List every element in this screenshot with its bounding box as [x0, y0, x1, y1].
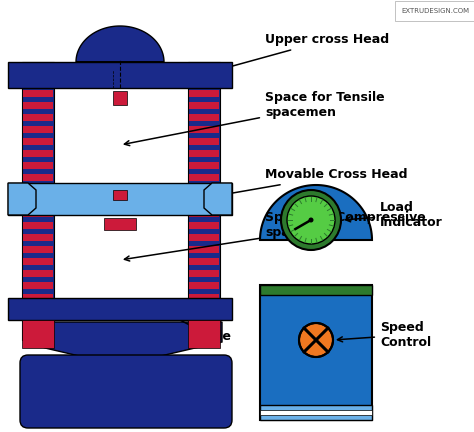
Bar: [189, 210, 219, 217]
Bar: [8, 298, 232, 320]
Bar: [189, 174, 219, 181]
Bar: [113, 91, 127, 105]
Bar: [189, 234, 219, 241]
Bar: [23, 186, 53, 193]
Text: Load
Indicator: Load Indicator: [346, 201, 443, 229]
Bar: [189, 138, 219, 145]
Bar: [189, 306, 219, 313]
Text: Speed
Control: Speed Control: [337, 321, 431, 349]
Polygon shape: [8, 183, 36, 215]
Circle shape: [287, 196, 335, 244]
Text: Space for Tensile
spacemen: Space for Tensile spacemen: [124, 91, 384, 146]
Bar: [260, 405, 372, 420]
Bar: [23, 90, 53, 97]
Bar: [22, 320, 54, 348]
Text: Table: Table: [164, 312, 232, 343]
Bar: [23, 198, 53, 205]
Text: Movable Cross Head: Movable Cross Head: [209, 168, 408, 199]
Polygon shape: [260, 185, 372, 240]
Bar: [189, 318, 219, 325]
Text: Space for Compressive
spacemen: Space for Compressive spacemen: [125, 211, 426, 261]
Bar: [23, 162, 53, 169]
Circle shape: [281, 190, 341, 250]
Bar: [260, 285, 372, 295]
Bar: [188, 62, 220, 340]
Bar: [189, 258, 219, 265]
Bar: [189, 78, 219, 85]
Polygon shape: [30, 322, 222, 363]
FancyBboxPatch shape: [20, 355, 232, 428]
Bar: [189, 198, 219, 205]
Bar: [189, 222, 219, 229]
Bar: [23, 138, 53, 145]
Bar: [23, 246, 53, 253]
Circle shape: [299, 323, 333, 357]
Bar: [189, 282, 219, 289]
Bar: [23, 78, 53, 85]
Bar: [188, 320, 220, 348]
Bar: [23, 174, 53, 181]
Text: EXTRUDESIGN.COM: EXTRUDESIGN.COM: [402, 8, 470, 14]
Text: Upper cross Head: Upper cross Head: [204, 34, 389, 75]
Bar: [8, 62, 232, 88]
Bar: [189, 186, 219, 193]
Bar: [104, 218, 136, 230]
Bar: [189, 102, 219, 109]
Bar: [23, 66, 53, 73]
Bar: [260, 410, 372, 415]
Bar: [189, 126, 219, 133]
Bar: [23, 282, 53, 289]
Bar: [189, 246, 219, 253]
Bar: [23, 210, 53, 217]
Bar: [22, 62, 54, 340]
Bar: [189, 162, 219, 169]
Bar: [23, 126, 53, 133]
Bar: [23, 234, 53, 241]
Bar: [189, 150, 219, 157]
Bar: [260, 285, 372, 420]
Bar: [23, 222, 53, 229]
Bar: [189, 90, 219, 97]
Bar: [23, 318, 53, 325]
Bar: [189, 114, 219, 121]
Bar: [189, 270, 219, 277]
Polygon shape: [76, 26, 164, 62]
Bar: [113, 190, 127, 200]
Bar: [8, 183, 232, 215]
Bar: [23, 270, 53, 277]
Polygon shape: [204, 183, 232, 215]
Bar: [23, 114, 53, 121]
Bar: [23, 294, 53, 301]
Bar: [189, 294, 219, 301]
Bar: [23, 150, 53, 157]
Bar: [23, 306, 53, 313]
Bar: [189, 66, 219, 73]
Circle shape: [309, 217, 313, 222]
Bar: [23, 102, 53, 109]
Bar: [23, 258, 53, 265]
